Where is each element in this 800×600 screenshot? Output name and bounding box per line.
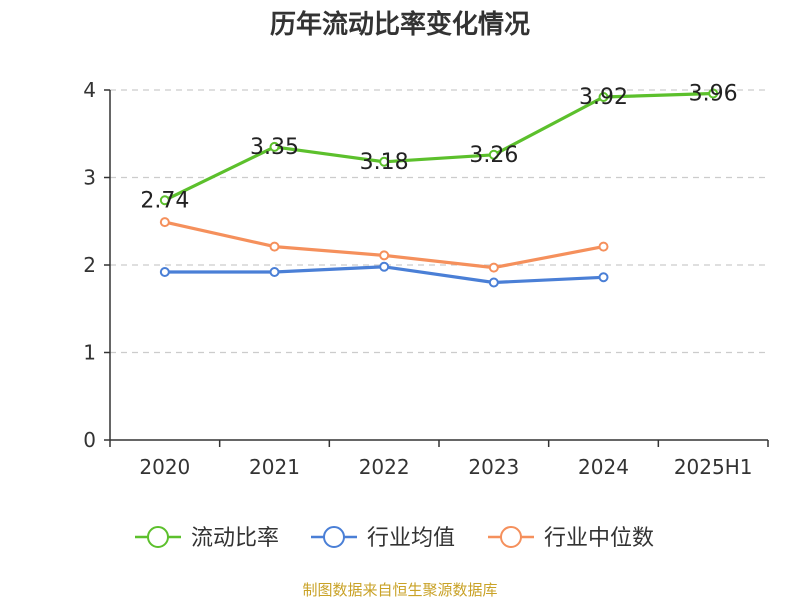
legend-label-2: 行业中位数 <box>544 526 654 551</box>
x-tick-label-2020: 2020 <box>139 455 190 479</box>
y-tick-label-4: 4 <box>83 78 96 102</box>
series-point-0-2024 <box>598 92 609 102</box>
data-label-2025H1: 3.96 <box>689 82 738 107</box>
legend-marker-0 <box>147 526 169 548</box>
legend-marker-2 <box>500 526 522 548</box>
x-tick-label-2023: 2023 <box>468 455 519 479</box>
series-point-2-2021 <box>269 241 280 252</box>
series-point-0-2025H1 <box>708 88 719 99</box>
data-label-2022: 3.18 <box>360 150 409 175</box>
legend: 流动比率 行业均值 行业中位数 <box>135 526 654 551</box>
series-point-2-2022 <box>379 250 390 261</box>
data-label-2023: 3.26 <box>469 143 518 168</box>
data-labels: 2.74 3.35 3.18 3.26 3.92 3.96 <box>140 82 737 214</box>
series-point-0-2020 <box>159 195 170 206</box>
data-label-2024: 3.92 <box>579 85 628 110</box>
x-tick-label-2024: 2024 <box>578 455 629 479</box>
legend-label-1: 行业均值 <box>367 526 455 551</box>
series-point-2-2024 <box>598 241 609 252</box>
x-tick-label-2022: 2022 <box>359 455 410 479</box>
series-lines <box>159 88 719 288</box>
x-tick-label-2021: 2021 <box>249 455 300 479</box>
y-tick-label-2: 2 <box>83 253 96 277</box>
series-point-1-2023 <box>488 277 499 288</box>
series-line-2 <box>163 220 606 270</box>
series-point-1-2024 <box>598 272 609 283</box>
series-point-0-2023 <box>488 149 499 160</box>
series-line-0 <box>163 91 715 202</box>
axes: 0 1 2 3 4 2020 2021 2022 2023 2024 2025H1 <box>83 78 769 479</box>
gridlines <box>110 89 768 354</box>
data-label-2021: 3.35 <box>250 135 299 160</box>
y-tick-label-0: 0 <box>83 428 96 452</box>
y-tick-label-1: 1 <box>83 341 96 365</box>
source-note: 制图数据来自恒生聚源数据库 <box>302 581 498 599</box>
legend-label-0: 流动比率 <box>191 526 279 551</box>
series-point-2-2020 <box>159 217 170 228</box>
series-point-1-2021 <box>269 267 280 277</box>
series-point-0-2022 <box>379 156 390 167</box>
chart-title: 历年流动比率变化情况 <box>269 10 530 40</box>
series-point-2-2023 <box>488 262 499 273</box>
series-point-0-2021 <box>269 141 280 152</box>
data-label-2020: 2.74 <box>140 188 189 213</box>
legend-marker-1 <box>323 526 345 548</box>
series-point-1-2020 <box>159 267 170 277</box>
x-tick-label-2025H1: 2025H1 <box>674 455 753 479</box>
series-point-1-2022 <box>379 261 390 272</box>
y-tick-label-3: 3 <box>83 166 96 190</box>
